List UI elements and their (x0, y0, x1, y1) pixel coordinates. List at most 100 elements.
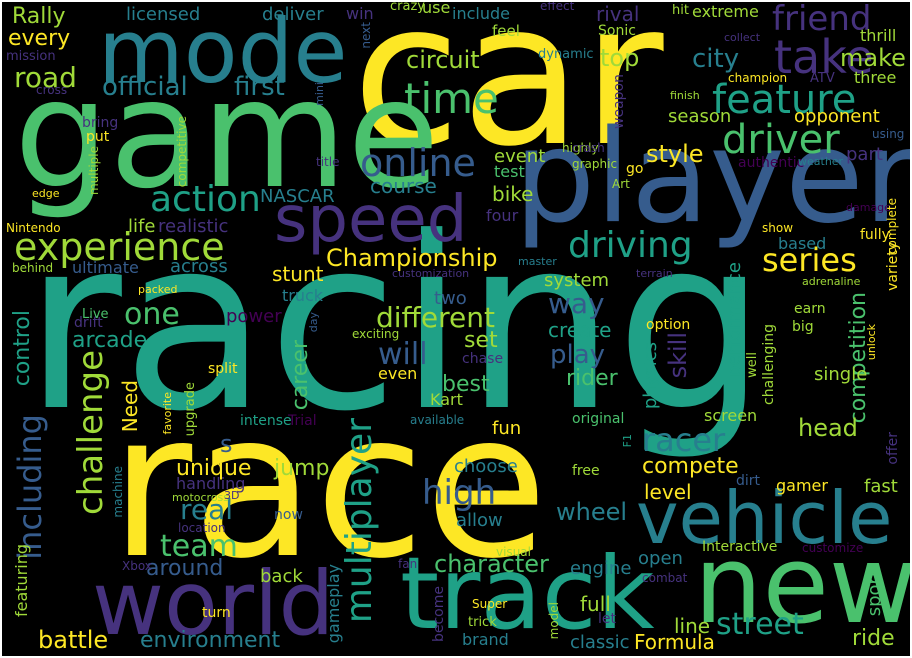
word-environment: environment (140, 628, 281, 653)
word-collect: collect (724, 31, 761, 44)
word-authentic: authentic (738, 155, 805, 171)
word-variety: variety (885, 242, 901, 291)
word-damage: damage (846, 201, 891, 214)
word-city: city (692, 44, 740, 74)
word-weapon: weapon (611, 74, 627, 129)
word-edge: edge (32, 187, 60, 200)
word-turn: turn (202, 605, 231, 621)
word-visual: visual (496, 545, 531, 559)
word-car: car (352, 2, 664, 190)
word-series: series (762, 241, 857, 279)
word-nascar: NASCAR (260, 186, 335, 207)
word-opponent: opponent (794, 106, 880, 127)
word-friend: friend (772, 2, 872, 39)
word-game: game (14, 48, 440, 222)
word-fully: fully (860, 227, 890, 243)
word-wheel: wheel (556, 498, 628, 526)
word-weather: weather (798, 155, 844, 168)
word-challenge: challenge (71, 350, 111, 515)
word-racing: racing (24, 187, 767, 464)
word-feature: feature (712, 77, 857, 123)
word-online: online (360, 141, 476, 185)
word-first: first (234, 72, 285, 102)
word-track: track (400, 535, 655, 652)
word-allow: allow (456, 510, 503, 531)
word-part: part (846, 144, 883, 165)
word-trial: Trial (288, 413, 317, 429)
word-offer: offer (885, 432, 901, 465)
word-four: four (486, 206, 519, 225)
word-experience: experience (14, 225, 225, 269)
word-behind: behind (12, 261, 54, 275)
word-available: available (410, 413, 465, 427)
word-mini: mini (313, 82, 326, 106)
word-customization: customization (392, 267, 470, 280)
word-favorite: favorite (161, 392, 174, 435)
word-way: way (548, 287, 605, 320)
word-atv: ATV (810, 71, 835, 86)
word-chase: chase (462, 351, 504, 367)
word-truck: truck (282, 286, 324, 305)
word-choose: choose (454, 456, 518, 477)
word-title: title (316, 155, 340, 169)
word-real: real (180, 493, 234, 526)
word-racer: racer (642, 421, 726, 459)
word-crash: crash (572, 141, 605, 155)
word-season: season (668, 106, 732, 127)
word-motocross: motocross (172, 491, 230, 504)
word-career: career (288, 340, 313, 411)
word-graphic: graphic (572, 157, 618, 171)
word-character: character (434, 550, 549, 578)
word-gameplay: gameplay (324, 564, 343, 644)
word-nintendo: Nintendo (6, 221, 61, 235)
word-create: create (548, 318, 612, 342)
word-back: back (260, 566, 303, 587)
word-two: two (434, 288, 467, 309)
word-packed: packed (138, 283, 178, 296)
word-driving: driving (568, 225, 693, 266)
word-top: top (600, 44, 640, 72)
word-fast: fast (864, 476, 898, 497)
word-multiple: multiple (87, 146, 101, 196)
word-screen: screen (704, 406, 758, 425)
word-interactive: Interactive (702, 539, 778, 555)
word-new: new (694, 523, 910, 648)
word-thrill: thrill (860, 26, 897, 45)
word-live: Live (82, 307, 109, 322)
word-unlock: unlock (865, 324, 878, 361)
word-ultimate: ultimate (72, 258, 139, 277)
word-one: one (124, 297, 180, 332)
word-will: will (378, 337, 428, 372)
word-play: play (550, 340, 606, 370)
word-feel: feel (492, 22, 520, 40)
word-rival: rival (596, 2, 640, 26)
word-dirt: dirt (736, 473, 761, 489)
word-stunt: stunt (272, 262, 324, 286)
word-across: across (170, 256, 228, 277)
word-mode: mode (98, 2, 348, 103)
word-win: win (346, 4, 374, 23)
word-team: team (160, 529, 238, 564)
word-next: next (359, 22, 373, 49)
word-intense: intense (240, 413, 292, 429)
word-day: day (307, 312, 320, 333)
word-level: level (644, 480, 692, 504)
word-including: including (11, 414, 49, 560)
word-option: option (646, 317, 691, 333)
word-official: official (102, 72, 188, 102)
word-physics: physics (640, 342, 661, 410)
word-championship: Championship (326, 244, 498, 272)
word-art: Art (612, 177, 630, 191)
word-combat: combat (642, 571, 688, 585)
word-champion: champion (728, 71, 788, 85)
word-even: even (378, 364, 418, 383)
word-handling: handling (176, 474, 246, 493)
word-competitive: competitive (175, 116, 189, 188)
word-compete: compete (642, 454, 739, 479)
word-arcade: arcade (72, 328, 148, 353)
word-action: action (150, 179, 261, 220)
word-gamer: gamer (776, 476, 828, 495)
word-head: head (798, 414, 858, 442)
word-around: around (146, 556, 224, 581)
word-using: using (872, 127, 905, 141)
